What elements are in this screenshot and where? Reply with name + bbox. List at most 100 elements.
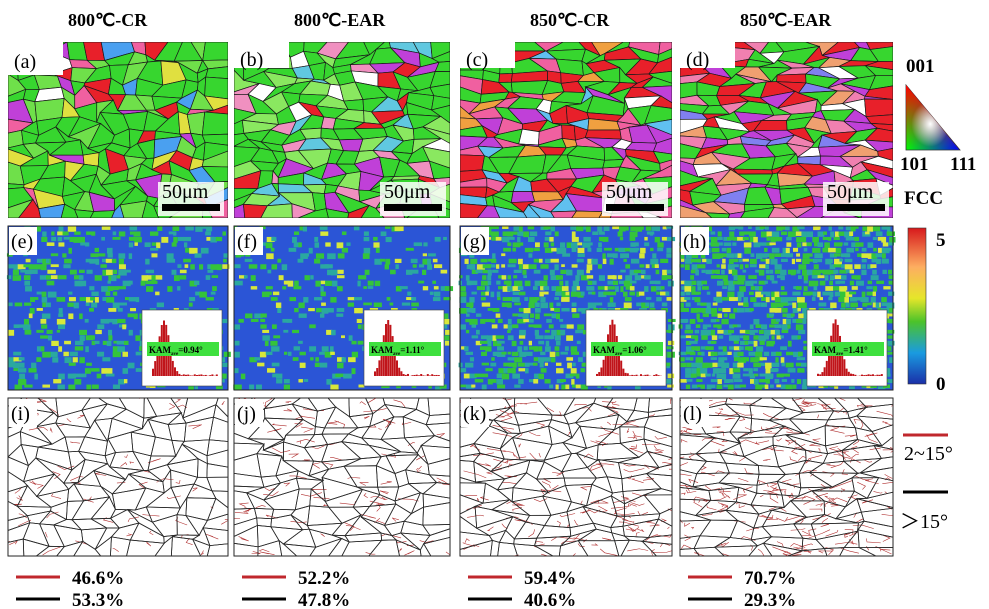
kam-pixel: [41, 324, 47, 328]
kam-pixel: [830, 275, 834, 280]
kam-pixel: [86, 363, 92, 366]
kam-pixel: [251, 319, 259, 322]
kam-pixel: [407, 292, 411, 296]
kam-pixel: [330, 346, 334, 352]
scale-bar-label: 50μm: [162, 181, 209, 203]
kam-pixel: [47, 330, 53, 334]
kam-pixel: [556, 313, 560, 319]
kam-legend: 5 0: [908, 228, 946, 395]
kam-pixel: [428, 253, 436, 256]
kam-pixel: [260, 313, 266, 317]
kam-pixel: [711, 352, 718, 356]
kam-pixel: [562, 248, 566, 254]
kam-pixel: [320, 363, 328, 368]
kam-pixel: [819, 303, 827, 307]
kam-pixel: [518, 368, 525, 371]
kam-pixel: [460, 368, 466, 372]
histogram-bar: [154, 361, 156, 376]
histogram-bar: [403, 374, 405, 376]
kam-pixel: [471, 385, 475, 388]
kam-pixel: [873, 237, 877, 240]
kam-pixel: [117, 275, 121, 278]
kam-pixel: [37, 226, 41, 232]
kam-pixel: [737, 352, 743, 356]
kam-pixel: [19, 385, 23, 390]
kam-pixel: [320, 226, 328, 230]
kam-pixel: [806, 253, 812, 256]
kam-pixel: [598, 242, 602, 247]
kam-pixel: [492, 270, 498, 273]
kam-pixel: [798, 330, 805, 334]
kam-pixel: [792, 303, 796, 309]
histogram-bar: [655, 374, 657, 376]
kam-pixel: [501, 253, 505, 256]
kam-pixel: [754, 341, 758, 347]
kam-pixel: [97, 253, 105, 256]
kam-pixel: [122, 324, 126, 329]
kam-pixel: [551, 330, 556, 336]
kam-pixel: [605, 286, 608, 290]
kam-pixel: [325, 264, 333, 268]
histogram-bar: [603, 360, 605, 376]
kam-pixel: [488, 281, 491, 285]
kam-pixel: [551, 335, 555, 339]
column-title: 800℃-CR: [68, 10, 148, 30]
kam-pixel: [855, 275, 861, 279]
kam-pixel: [586, 286, 594, 290]
kam-pixel: [108, 253, 113, 257]
kam-pixel: [775, 297, 781, 302]
kam-pixel: [123, 368, 129, 374]
grain: [205, 77, 228, 99]
kam-pixel: [588, 281, 593, 285]
kam-pixel: [459, 363, 463, 368]
kam-pixel: [845, 253, 850, 257]
kam-pixel: [91, 368, 99, 372]
kam-pixel: [566, 335, 573, 341]
kam-pixel: [655, 264, 659, 268]
kam-pixel: [465, 259, 469, 264]
kam-pixel: [512, 374, 520, 379]
kam-pixel: [722, 259, 725, 264]
kam-pixel: [829, 259, 833, 263]
high-angle-fraction: 47.8%: [298, 590, 350, 609]
kam-pixel: [749, 231, 756, 236]
kam-pixel: [533, 379, 538, 383]
kam-pixel: [717, 330, 723, 334]
kam-pixel: [796, 286, 802, 290]
kam-pixel: [112, 237, 120, 240]
kam-pixel: [481, 292, 486, 296]
kam-pixel: [524, 297, 528, 301]
panel-label: (d): [686, 49, 709, 71]
kam-max: 5: [936, 230, 946, 251]
kam-pixel: [597, 248, 602, 252]
kam-pixel: [205, 231, 211, 235]
kam-pixel: [801, 363, 807, 367]
kam-pixel: [488, 379, 493, 384]
kam-pixel: [589, 242, 593, 245]
kam-pixel: [535, 242, 540, 247]
kam-pixel: [145, 242, 151, 247]
kam-pixel: [413, 264, 417, 267]
kam-pixel: [441, 270, 448, 274]
kam-pixel: [284, 352, 287, 355]
kam-pixel: [119, 264, 126, 269]
kam-pixel: [769, 313, 774, 316]
kam-pixel: [705, 313, 708, 317]
kam-pixel: [748, 346, 753, 351]
kam-pixel: [780, 335, 783, 338]
kam-pixel: [575, 352, 579, 355]
kam-pixel: [807, 231, 813, 237]
kam-pixel: [775, 379, 780, 383]
kam-pixel: [766, 379, 770, 384]
histogram-bar: [378, 360, 380, 376]
kam-pixel: [327, 253, 335, 259]
histogram-bar: [850, 374, 852, 376]
panel-label: (e): [11, 231, 33, 253]
kam-pixel: [697, 264, 705, 268]
kam-pixel: [512, 231, 518, 234]
kam-pixel: [156, 275, 163, 279]
kam-pixel: [502, 374, 509, 380]
kam-pixel: [780, 270, 786, 275]
kam-pixel: [518, 259, 523, 264]
kam-pixel: [572, 303, 577, 307]
